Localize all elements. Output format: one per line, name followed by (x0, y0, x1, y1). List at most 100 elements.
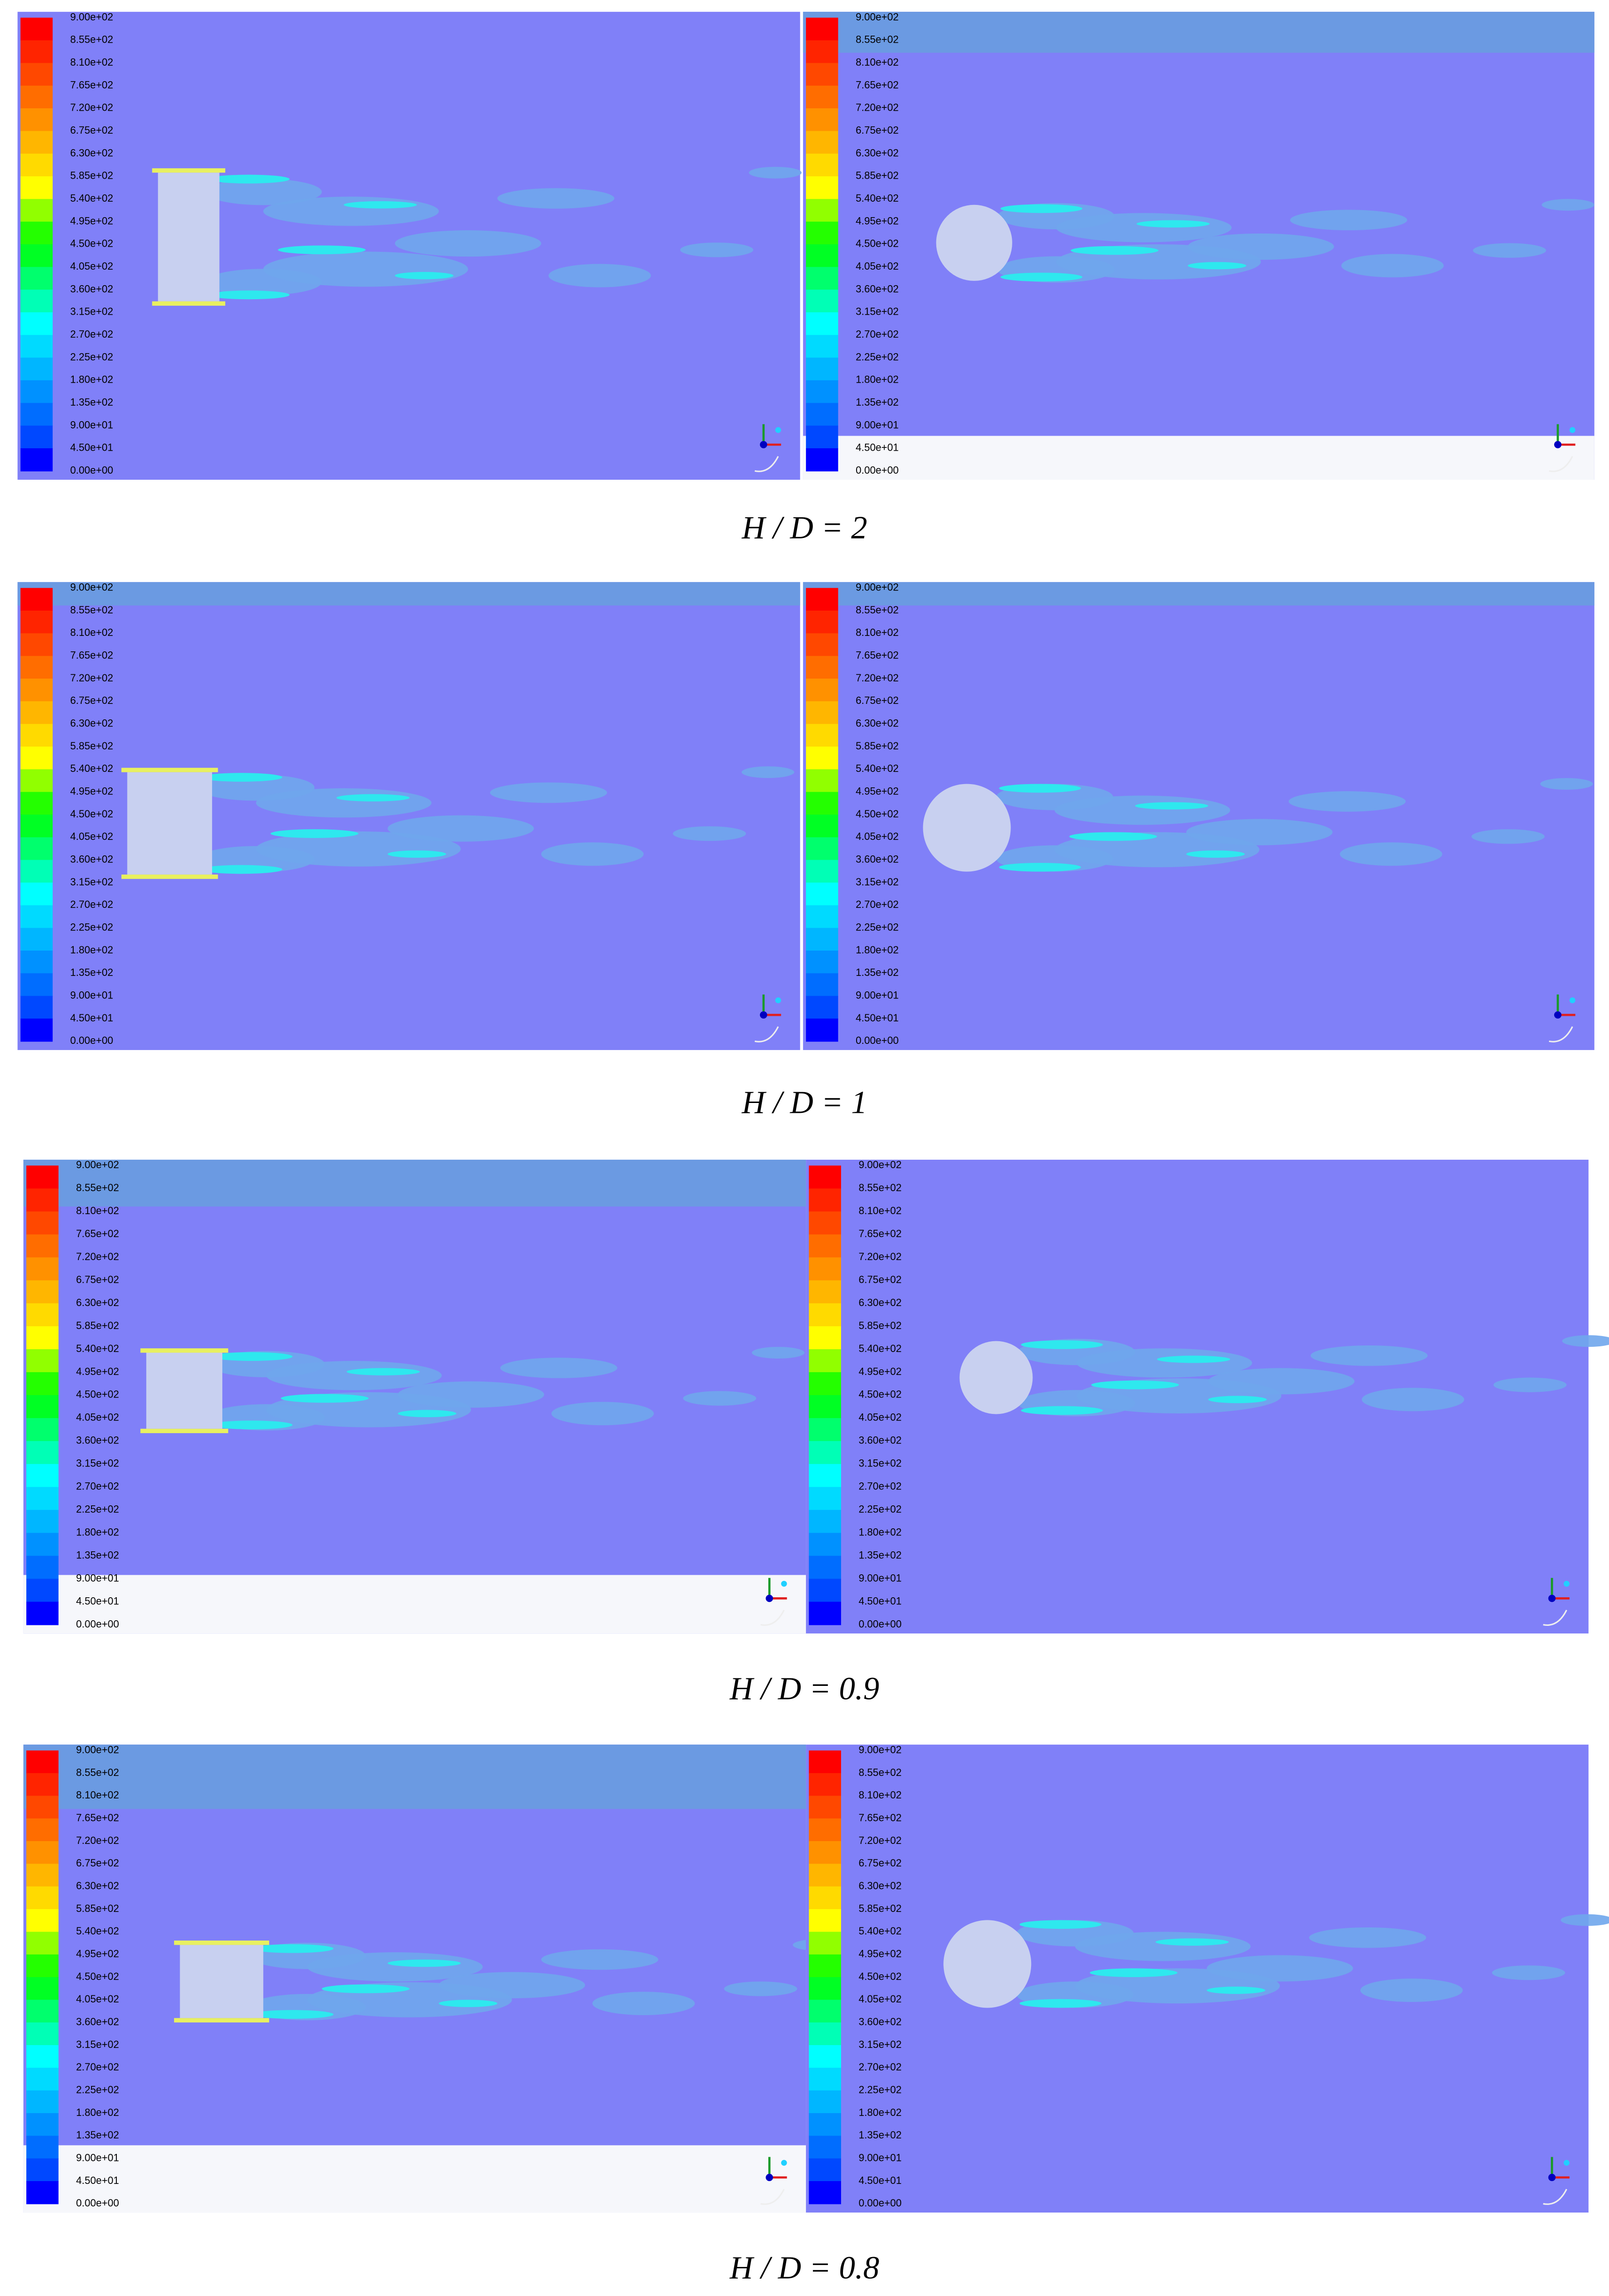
wake-region (205, 179, 322, 205)
colorbar-label: 2.70e+02 (858, 1480, 902, 1492)
shear-layer (343, 201, 417, 209)
colorbar-cell (809, 2136, 841, 2159)
axis-triad (1563, 1580, 1570, 1587)
edge-layer (174, 2018, 269, 2023)
colorbar-label: 7.65e+02 (70, 79, 114, 91)
colorbar-cell (26, 2136, 59, 2159)
colorbar-label: 6.30e+02 (70, 717, 114, 729)
colorbar-label: 1.35e+02 (858, 2129, 902, 2141)
colorbar-label: 7.20e+02 (856, 672, 899, 684)
shear-layer (1136, 220, 1210, 228)
render-band (23, 1575, 806, 1634)
colorbar-cell (806, 701, 838, 725)
colorbar-label: 7.65e+02 (76, 1228, 119, 1239)
colorbar-label: 8.55e+02 (856, 34, 899, 45)
colorbar-label: 8.10e+02 (856, 627, 899, 638)
colorbar-label: 1.80e+02 (76, 1526, 119, 1538)
colorbar-label: 4.05e+02 (858, 1993, 902, 2005)
colorbar-cell (806, 883, 838, 906)
colorbar-cell (809, 1418, 841, 1442)
colorbar-label: 4.05e+02 (858, 1412, 902, 1423)
colorbar-cell (806, 633, 838, 657)
colorbar-cell (806, 176, 838, 200)
colorbar-cell (20, 837, 53, 861)
shear-layer (200, 773, 282, 782)
colorbar-cell (20, 951, 53, 974)
wake-region (263, 251, 468, 287)
wake-region (256, 831, 461, 867)
axis-triad (754, 456, 779, 472)
shear-layer (347, 1368, 420, 1375)
colorbar-label: 4.05e+02 (76, 1412, 119, 1423)
colorbar-label: 5.85e+02 (76, 1903, 119, 1914)
axis-triad (1548, 1594, 1556, 1602)
wake-region (266, 1361, 442, 1390)
shear-layer (251, 1944, 334, 1953)
axis-triad (1554, 1011, 1562, 1019)
colorbar-cell (20, 679, 53, 702)
colorbar-cell (809, 1349, 841, 1373)
wake-region (751, 1347, 804, 1359)
colorbar-cell (809, 1750, 841, 1774)
colorbar-cell (809, 1556, 841, 1579)
wake-region (490, 782, 607, 803)
colorbar-label: 2.70e+02 (70, 899, 114, 910)
axis-triad (781, 1580, 787, 1587)
colorbar-label: 1.35e+02 (76, 2129, 119, 2141)
colorbar-label: 8.10e+02 (76, 1789, 119, 1801)
colorbar-label: 6.30e+02 (858, 1880, 902, 1891)
wake-region (673, 826, 746, 841)
colorbar-cell (20, 724, 53, 747)
shear-layer (1157, 1355, 1230, 1363)
colorbar-cell (806, 267, 838, 290)
colorbar-cell (20, 815, 53, 838)
colorbar-cell (26, 1487, 59, 1511)
colorbar-cell (20, 633, 53, 657)
colorbar-cell (20, 176, 53, 200)
colorbar-label: 9.00e+02 (70, 582, 114, 593)
colorbar-label: 3.15e+02 (76, 1458, 119, 1469)
colorbar-label: 4.95e+02 (76, 1366, 119, 1377)
wake-region (1340, 842, 1442, 866)
colorbar-label: 5.40e+02 (70, 763, 114, 774)
colorbar-cell (806, 63, 838, 86)
colorbar-label: 1.35e+02 (856, 967, 899, 978)
wake-region (741, 766, 795, 778)
shear-layer (281, 1394, 369, 1403)
square-cylinder (146, 1352, 222, 1429)
wake-region (1473, 243, 1546, 258)
colorbar-label: 5.40e+02 (858, 1343, 902, 1354)
colorbar-cell (20, 85, 53, 109)
colorbar-cell (26, 1796, 59, 1819)
colorbar-cell (26, 1909, 59, 1933)
colorbar-label: 8.55e+02 (76, 1767, 119, 1778)
axis-triad (766, 2174, 773, 2181)
colorbar-label: 0.00e+00 (70, 464, 114, 476)
axis-triad (760, 2189, 785, 2205)
colorbar-cell (809, 1818, 841, 1842)
colorbar-label: 5.40e+02 (858, 1925, 902, 1937)
colorbar-label: 4.95e+02 (856, 215, 899, 227)
shear-layer (200, 865, 282, 874)
colorbar-label: 4.05e+02 (76, 1993, 119, 2005)
colorbar-label: 4.50e+02 (70, 808, 114, 820)
colorbar-label: 6.75e+02 (76, 1857, 119, 1869)
colorbar-label: 4.05e+02 (856, 260, 899, 272)
colorbar-cell (806, 588, 838, 612)
colorbar-cell (26, 1601, 59, 1625)
contour-panel: 9.00e+02 8.55e+02 8.10e+02 7.65e+02 7.20e+02… (803, 582, 1594, 1050)
colorbar-label: 8.10e+02 (76, 1205, 119, 1216)
colorbar-label: 2.70e+02 (856, 899, 899, 910)
colorbar-label: 6.75e+02 (856, 695, 899, 706)
colorbar-cell (809, 1395, 841, 1419)
colorbar-label: 0.00e+00 (76, 2197, 119, 2209)
shear-layer (1091, 1380, 1179, 1390)
colorbar-label: 2.25e+02 (70, 351, 114, 363)
colorbar-label: 8.10e+02 (858, 1789, 902, 1801)
colorbar-label: 4.50e+01 (858, 1595, 902, 1607)
colorbar-cell (20, 108, 53, 132)
colorbar-cell (26, 2090, 59, 2114)
colorbar-label: 7.20e+02 (70, 102, 114, 113)
axis-triad (1543, 2189, 1567, 2205)
colorbar-cell (806, 973, 838, 997)
